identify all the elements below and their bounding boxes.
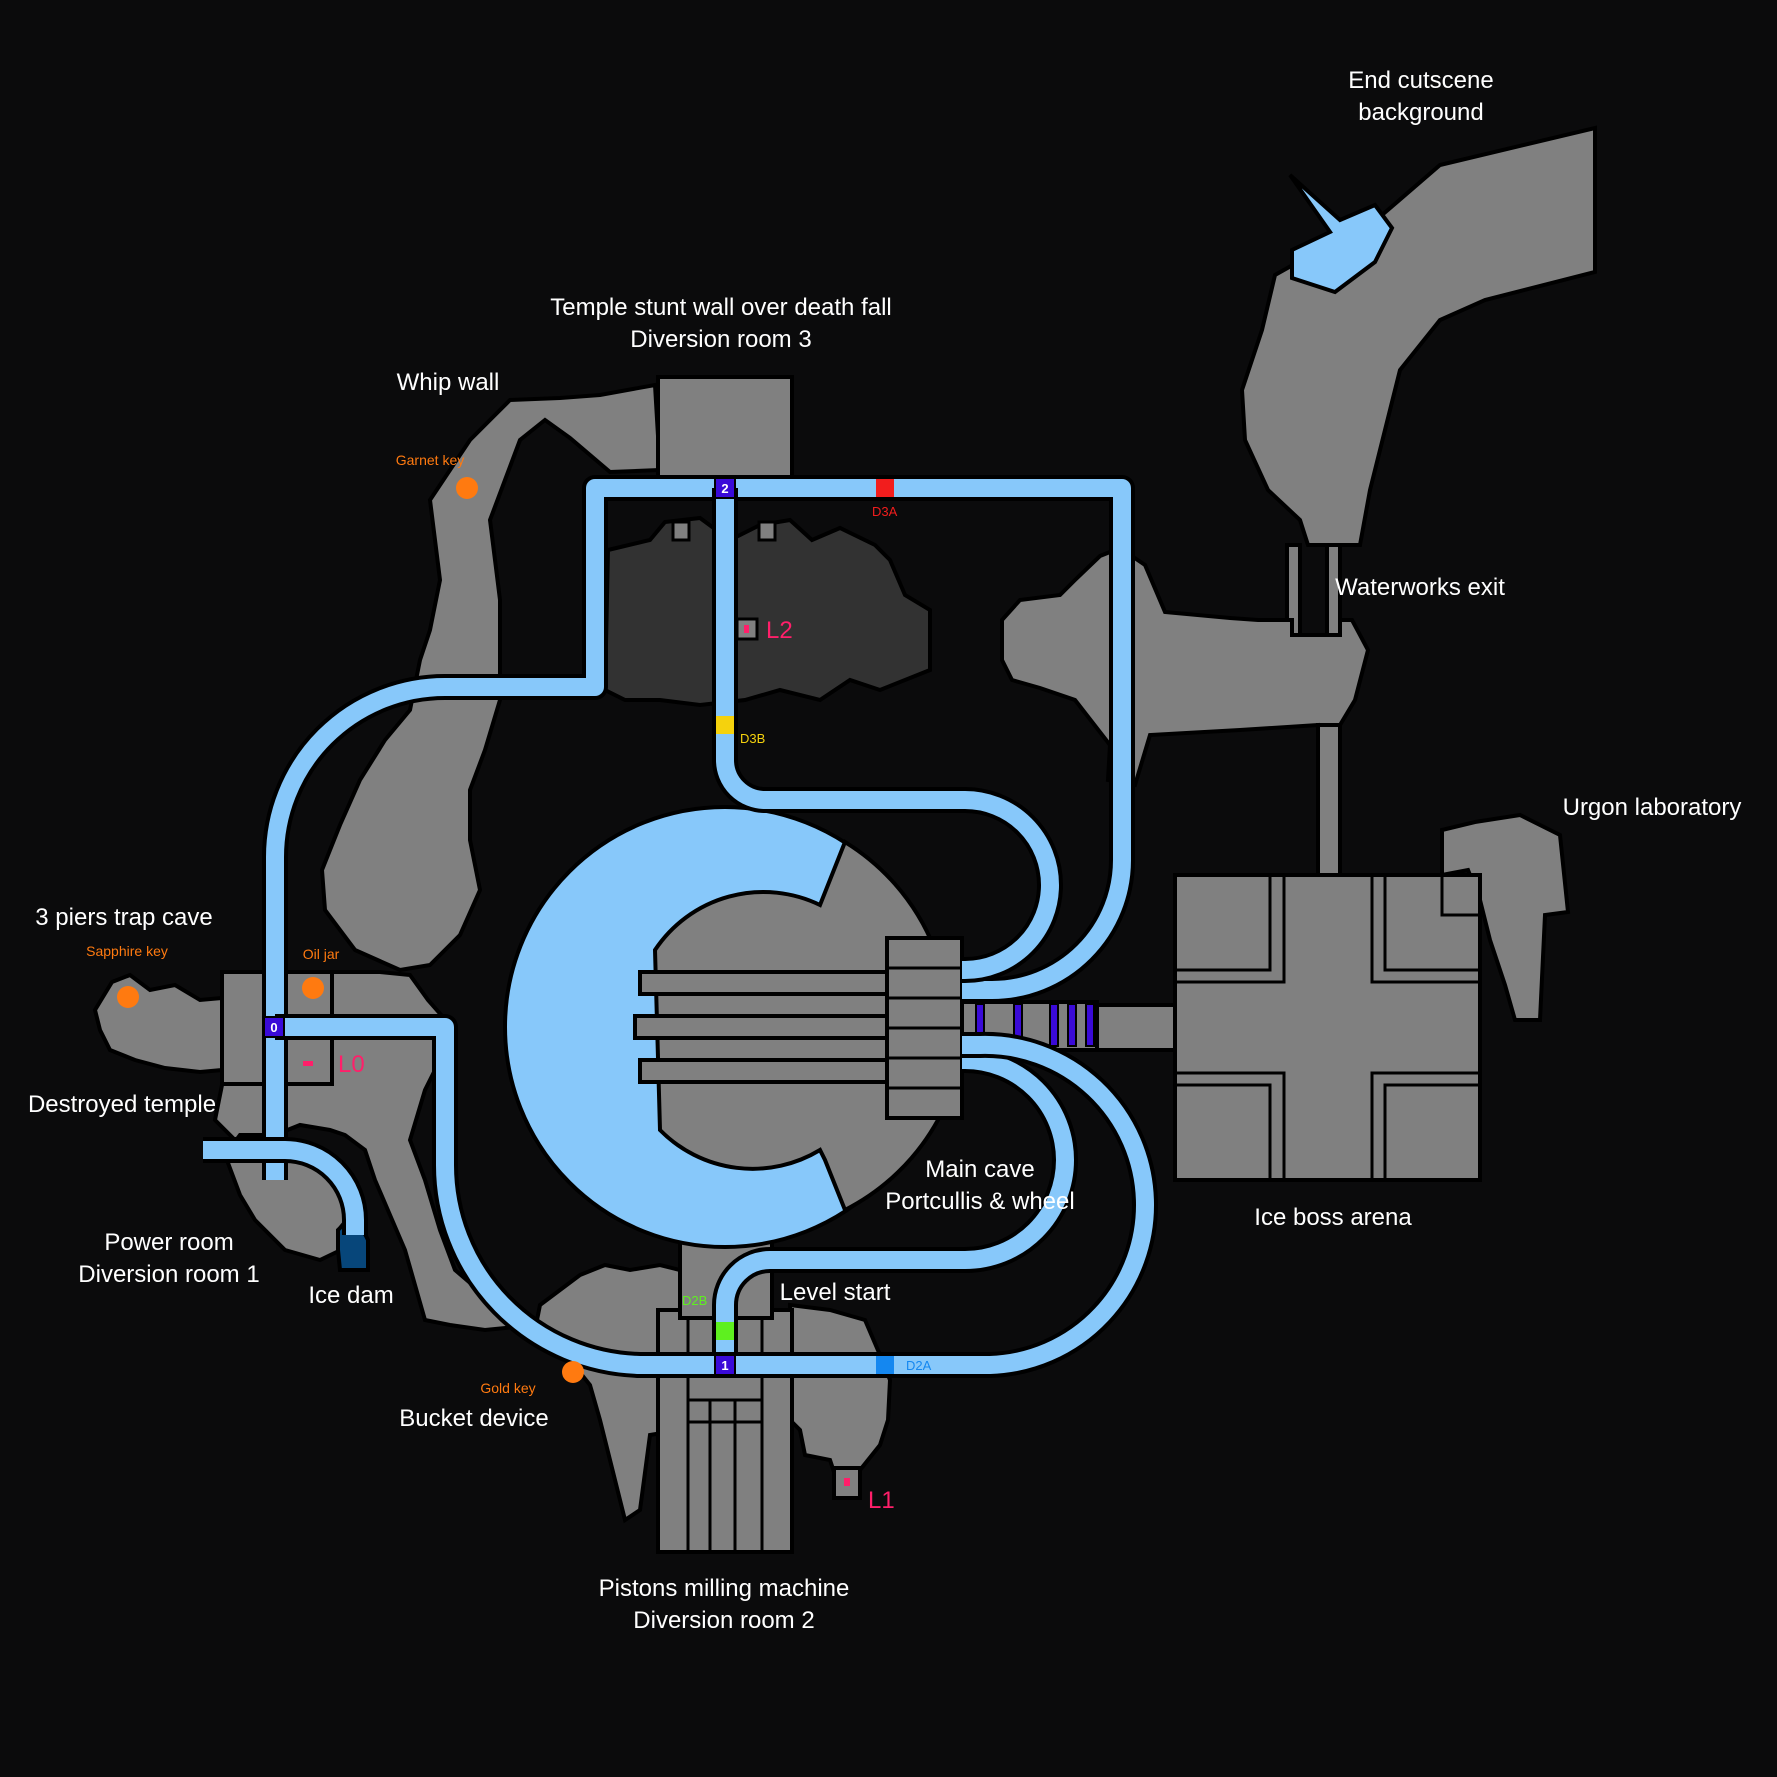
ice-boss-label: Ice boss arena (1254, 1204, 1412, 1231)
level-markers: L2 L0 L1 (303, 617, 895, 1514)
bucket-device-label: Bucket device (399, 1405, 548, 1432)
doors: D3A D3B D2B D2A (682, 479, 932, 1374)
door-d2a-label: D2A (906, 1358, 932, 1373)
l0-label: L0 (338, 1051, 365, 1078)
pipe-right-water (716, 1051, 1074, 1370)
end-cutscene-area (1239, 125, 1597, 547)
main-cave-label-line1: Main cave (925, 1156, 1034, 1183)
l0-marker-dot (303, 1061, 313, 1066)
pipe-dam-water (203, 1141, 364, 1235)
destroyed-temple-label: Destroyed temple (28, 1091, 216, 1118)
oil-jar-dot (302, 977, 324, 999)
portcullis-bars (633, 970, 897, 1084)
water-pipes (203, 475, 1158, 1378)
temple-label-line1: Temple stunt wall over death fall (550, 294, 892, 321)
junction-2-marker (714, 477, 736, 499)
arena-connector-shaft (1316, 723, 1342, 877)
main-cave-label-line2: Portcullis & wheel (885, 1188, 1074, 1215)
oil-jar-label: Oil jar (303, 946, 340, 962)
waterworks-exit-label: Waterworks exit (1335, 574, 1505, 601)
door-d3b-label: D3B (740, 731, 765, 746)
whip-wall-label: Whip wall (397, 369, 500, 396)
power-room-label-line1: Power room (104, 1229, 233, 1256)
pistons-label-line1: Pistons milling machine (599, 1575, 850, 1602)
portcullis-wheel-slats (887, 966, 962, 1090)
junction-0-label: 0 (270, 1020, 277, 1035)
junction-1-label: 1 (721, 1358, 728, 1373)
pipe-top-water (500, 479, 1131, 999)
arena-walls (1175, 873, 1482, 1180)
pipe-left-water (266, 678, 505, 1180)
l2-marker-dot (744, 625, 749, 633)
junction-2-label: 2 (721, 481, 728, 496)
l2-label: L2 (766, 617, 793, 644)
door-d2a-marker (876, 1356, 894, 1374)
sapphire-key-label: Sapphire key (86, 943, 168, 959)
junction-0-marker (263, 1016, 285, 1038)
temple-label-line2: Diversion room 3 (630, 326, 811, 353)
l1-marker-dot (844, 1478, 850, 1486)
collectibles: Garnet key Sapphire key Oil jar Gold key (86, 452, 584, 1396)
junction-1-marker (714, 1354, 736, 1376)
end-cutscene-label-line1: End cutscene (1348, 67, 1493, 94)
door-d3a-label: D3A (872, 504, 898, 519)
junctions: 2 0 1 (263, 477, 736, 1376)
garnet-key-label: Garnet key (396, 452, 464, 468)
garnet-key-dot (456, 477, 478, 499)
pipe-bottom-water (275, 1018, 1154, 1374)
l1-label: L1 (868, 1487, 895, 1514)
door-d2b-marker (716, 1322, 734, 1340)
level-start-label: Level start (780, 1279, 891, 1306)
ice-boss-arena (1173, 873, 1482, 1182)
gold-key-dot (562, 1361, 584, 1383)
three-piers-label: 3 piers trap cave (35, 904, 212, 931)
door-d2b-label: D2B (682, 1293, 707, 1308)
area-labels: End cutscene background Temple stunt wal… (28, 67, 1741, 1634)
piston-columns (686, 1310, 764, 1552)
end-cutscene-label-line2: background (1358, 99, 1483, 126)
sapphire-key-dot (117, 986, 139, 1008)
end-cutscene-pool (1288, 173, 1395, 295)
pipe-s-water (716, 488, 1059, 979)
urgon-lab-label: Urgon laboratory (1563, 794, 1742, 821)
gold-key-label: Gold key (480, 1380, 535, 1396)
power-room-label-line2: Diversion room 1 (78, 1261, 259, 1288)
pistons-label-line2: Diversion room 2 (633, 1607, 814, 1634)
temple-room (656, 375, 794, 487)
ice-dam-label: Ice dam (308, 1282, 393, 1309)
door-d3b-marker (716, 716, 734, 734)
door-d3a-marker (876, 479, 894, 497)
temple-notches (671, 520, 777, 542)
l1-alcove (832, 1466, 862, 1500)
